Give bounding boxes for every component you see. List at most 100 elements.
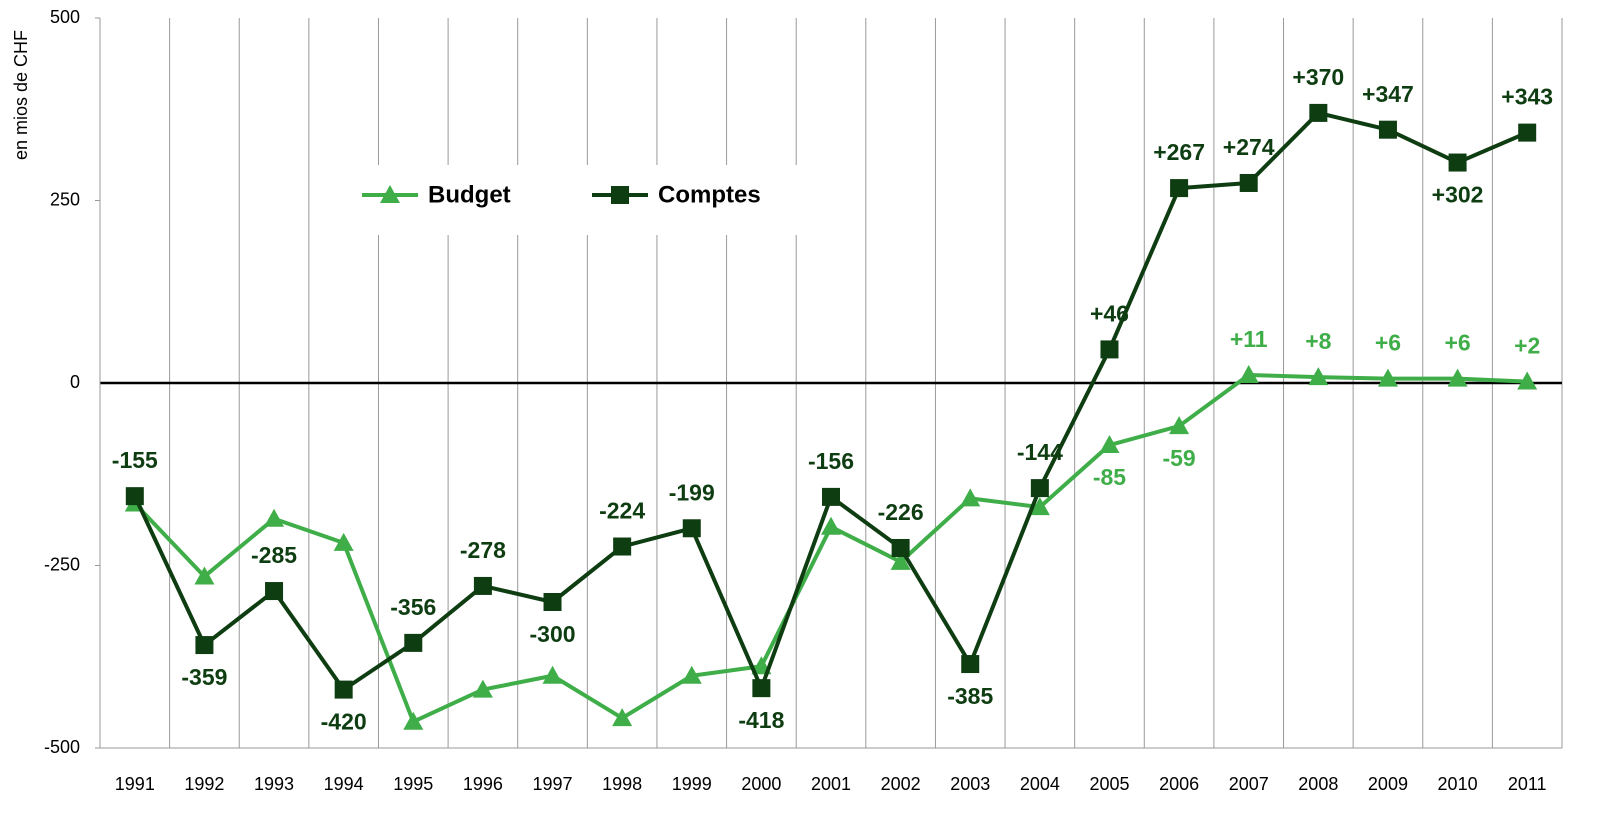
x-tick-label: 2007	[1229, 774, 1269, 794]
legend-label: Budget	[428, 181, 511, 208]
x-tick-label: 1994	[324, 774, 364, 794]
x-tick-label: 1999	[672, 774, 712, 794]
data-label: -144	[1017, 439, 1063, 465]
y-tick-label: -250	[44, 554, 80, 574]
data-point	[891, 538, 910, 557]
legend-marker	[380, 185, 400, 203]
y-tick-label: 0	[70, 372, 80, 392]
data-label: +302	[1432, 182, 1484, 208]
data-label: +343	[1501, 84, 1553, 110]
data-label: -418	[738, 707, 784, 733]
data-point	[264, 508, 285, 527]
data-label: +46	[1090, 300, 1129, 326]
data-point	[1238, 364, 1259, 383]
data-label: -224	[599, 498, 645, 524]
x-tick-label: 2000	[741, 774, 781, 794]
data-point	[1447, 368, 1468, 387]
data-label: +347	[1362, 81, 1414, 107]
data-point	[1378, 120, 1397, 139]
y-tick-label: -500	[44, 737, 80, 757]
data-point	[612, 708, 633, 727]
data-point	[1517, 371, 1538, 390]
data-point	[961, 655, 980, 674]
data-point	[1518, 123, 1537, 142]
x-tick-label: 2009	[1368, 774, 1408, 794]
data-point	[1099, 435, 1120, 454]
data-point	[682, 519, 701, 538]
data-point	[681, 665, 702, 684]
data-label: +274	[1223, 134, 1275, 160]
data-point	[752, 679, 771, 698]
data-label: +6	[1375, 330, 1401, 356]
data-point	[195, 636, 214, 655]
legend-label: Comptes	[658, 181, 761, 208]
data-point	[890, 551, 911, 570]
data-label: -226	[878, 499, 924, 525]
data-label: -300	[530, 621, 576, 647]
x-tick-label: 2004	[1020, 774, 1060, 794]
x-tick-label: 2010	[1438, 774, 1478, 794]
data-label: +267	[1153, 139, 1205, 165]
data-label: -156	[808, 448, 854, 474]
legend-marker	[611, 186, 629, 204]
data-label: -285	[251, 542, 297, 568]
data-label: -85	[1093, 464, 1126, 490]
x-tick-label: 1995	[393, 774, 433, 794]
data-point	[1377, 368, 1398, 387]
data-point	[265, 582, 284, 601]
x-tick-label: 1991	[115, 774, 155, 794]
y-tick-label: 250	[50, 189, 80, 209]
data-point	[613, 537, 632, 556]
legend-box	[340, 165, 800, 235]
x-tick-label: 1997	[533, 774, 573, 794]
data-point	[542, 665, 563, 684]
data-label: +8	[1305, 328, 1331, 354]
data-label: -385	[947, 683, 993, 709]
data-point	[821, 516, 841, 535]
data-label: -359	[181, 664, 227, 690]
data-point	[473, 576, 492, 595]
x-tick-label: 1992	[184, 774, 224, 794]
y-axis-label: en mios de CHF	[11, 30, 31, 160]
data-point	[1169, 416, 1190, 435]
data-label: -356	[390, 594, 436, 620]
data-label: -59	[1162, 445, 1195, 471]
x-tick-label: 2003	[950, 774, 990, 794]
data-point	[1029, 497, 1050, 516]
data-point	[1030, 479, 1049, 498]
data-point	[334, 680, 353, 699]
data-label: -155	[112, 447, 158, 473]
x-tick-label: 1993	[254, 774, 294, 794]
data-point	[125, 487, 144, 506]
data-label: -420	[321, 709, 367, 735]
y-tick-label: 500	[50, 7, 80, 27]
x-tick-label: 1996	[463, 774, 503, 794]
x-tick-label: 1998	[602, 774, 642, 794]
x-tick-label: 2001	[811, 774, 851, 794]
data-point	[1309, 103, 1328, 122]
data-label: +2	[1514, 333, 1540, 359]
x-tick-label: 2011	[1508, 774, 1547, 794]
data-point	[960, 488, 981, 507]
data-point	[1448, 153, 1467, 172]
data-point	[1100, 340, 1119, 359]
x-tick-label: 2005	[1089, 774, 1129, 794]
data-label: -278	[460, 537, 506, 563]
data-label: -199	[669, 479, 715, 505]
x-tick-label: 2008	[1298, 774, 1338, 794]
x-tick-label: 2002	[881, 774, 921, 794]
data-point	[543, 593, 562, 611]
data-point	[404, 633, 423, 652]
data-point	[194, 566, 215, 585]
data-label: +370	[1292, 64, 1344, 90]
data-point	[1239, 173, 1258, 192]
x-tick-label: 2006	[1159, 774, 1199, 794]
data-point	[333, 532, 354, 551]
data-point	[403, 711, 424, 730]
data-point	[1170, 179, 1189, 198]
data-point	[822, 487, 840, 506]
data-label: +6	[1444, 330, 1470, 356]
data-point	[472, 679, 493, 698]
data-label: +11	[1230, 326, 1268, 352]
